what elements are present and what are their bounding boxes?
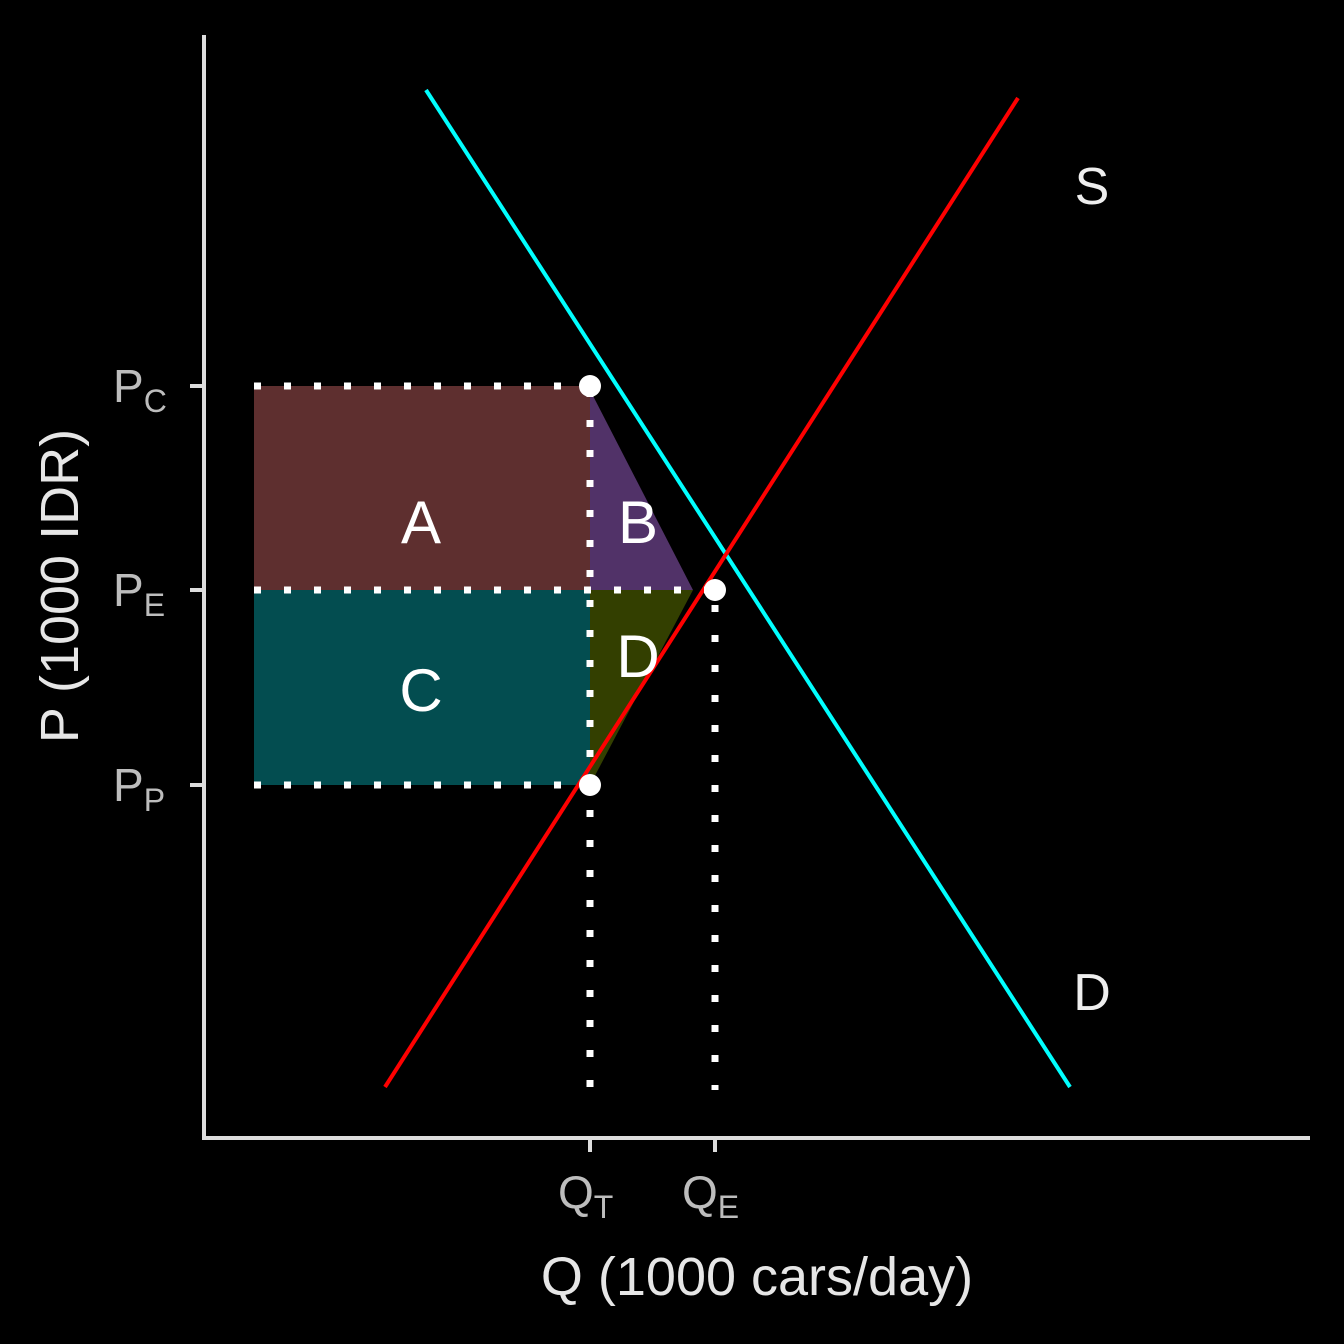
region-a [254, 386, 590, 590]
region-b [590, 390, 693, 590]
tick-main: P [113, 759, 144, 811]
tick-sub: C [144, 383, 167, 419]
x-tick-label: QT [558, 1166, 613, 1225]
point [579, 375, 601, 397]
tick-main: Q [558, 1166, 594, 1218]
y-tick-label: PE [113, 564, 165, 623]
point [704, 579, 726, 601]
region-label: D [616, 623, 659, 690]
region-label: B [618, 489, 658, 556]
supply-curve [383, 96, 1020, 1089]
tick-sub: P [144, 782, 165, 818]
region-label: C [399, 657, 442, 724]
x-tick-label: QE [682, 1166, 739, 1225]
curve-label: D [1073, 964, 1111, 1022]
demand-curve [424, 88, 1072, 1089]
tick-main: P [113, 360, 144, 412]
tick-main: P [113, 564, 144, 616]
tick-main: Q [682, 1166, 718, 1218]
point [579, 774, 601, 796]
region-c [254, 590, 590, 785]
y-tick-label: PC [113, 360, 167, 419]
region-label: A [401, 489, 441, 556]
tick-sub: T [594, 1189, 614, 1225]
curve-label: S [1075, 158, 1110, 216]
tick-sub: E [144, 587, 165, 623]
x-axis-title: Q (1000 cars/day) [541, 1247, 973, 1307]
y-axis-title: P (1000 IDR) [30, 429, 90, 743]
y-tick-label: PP [113, 759, 165, 818]
tick-sub: E [718, 1189, 739, 1225]
